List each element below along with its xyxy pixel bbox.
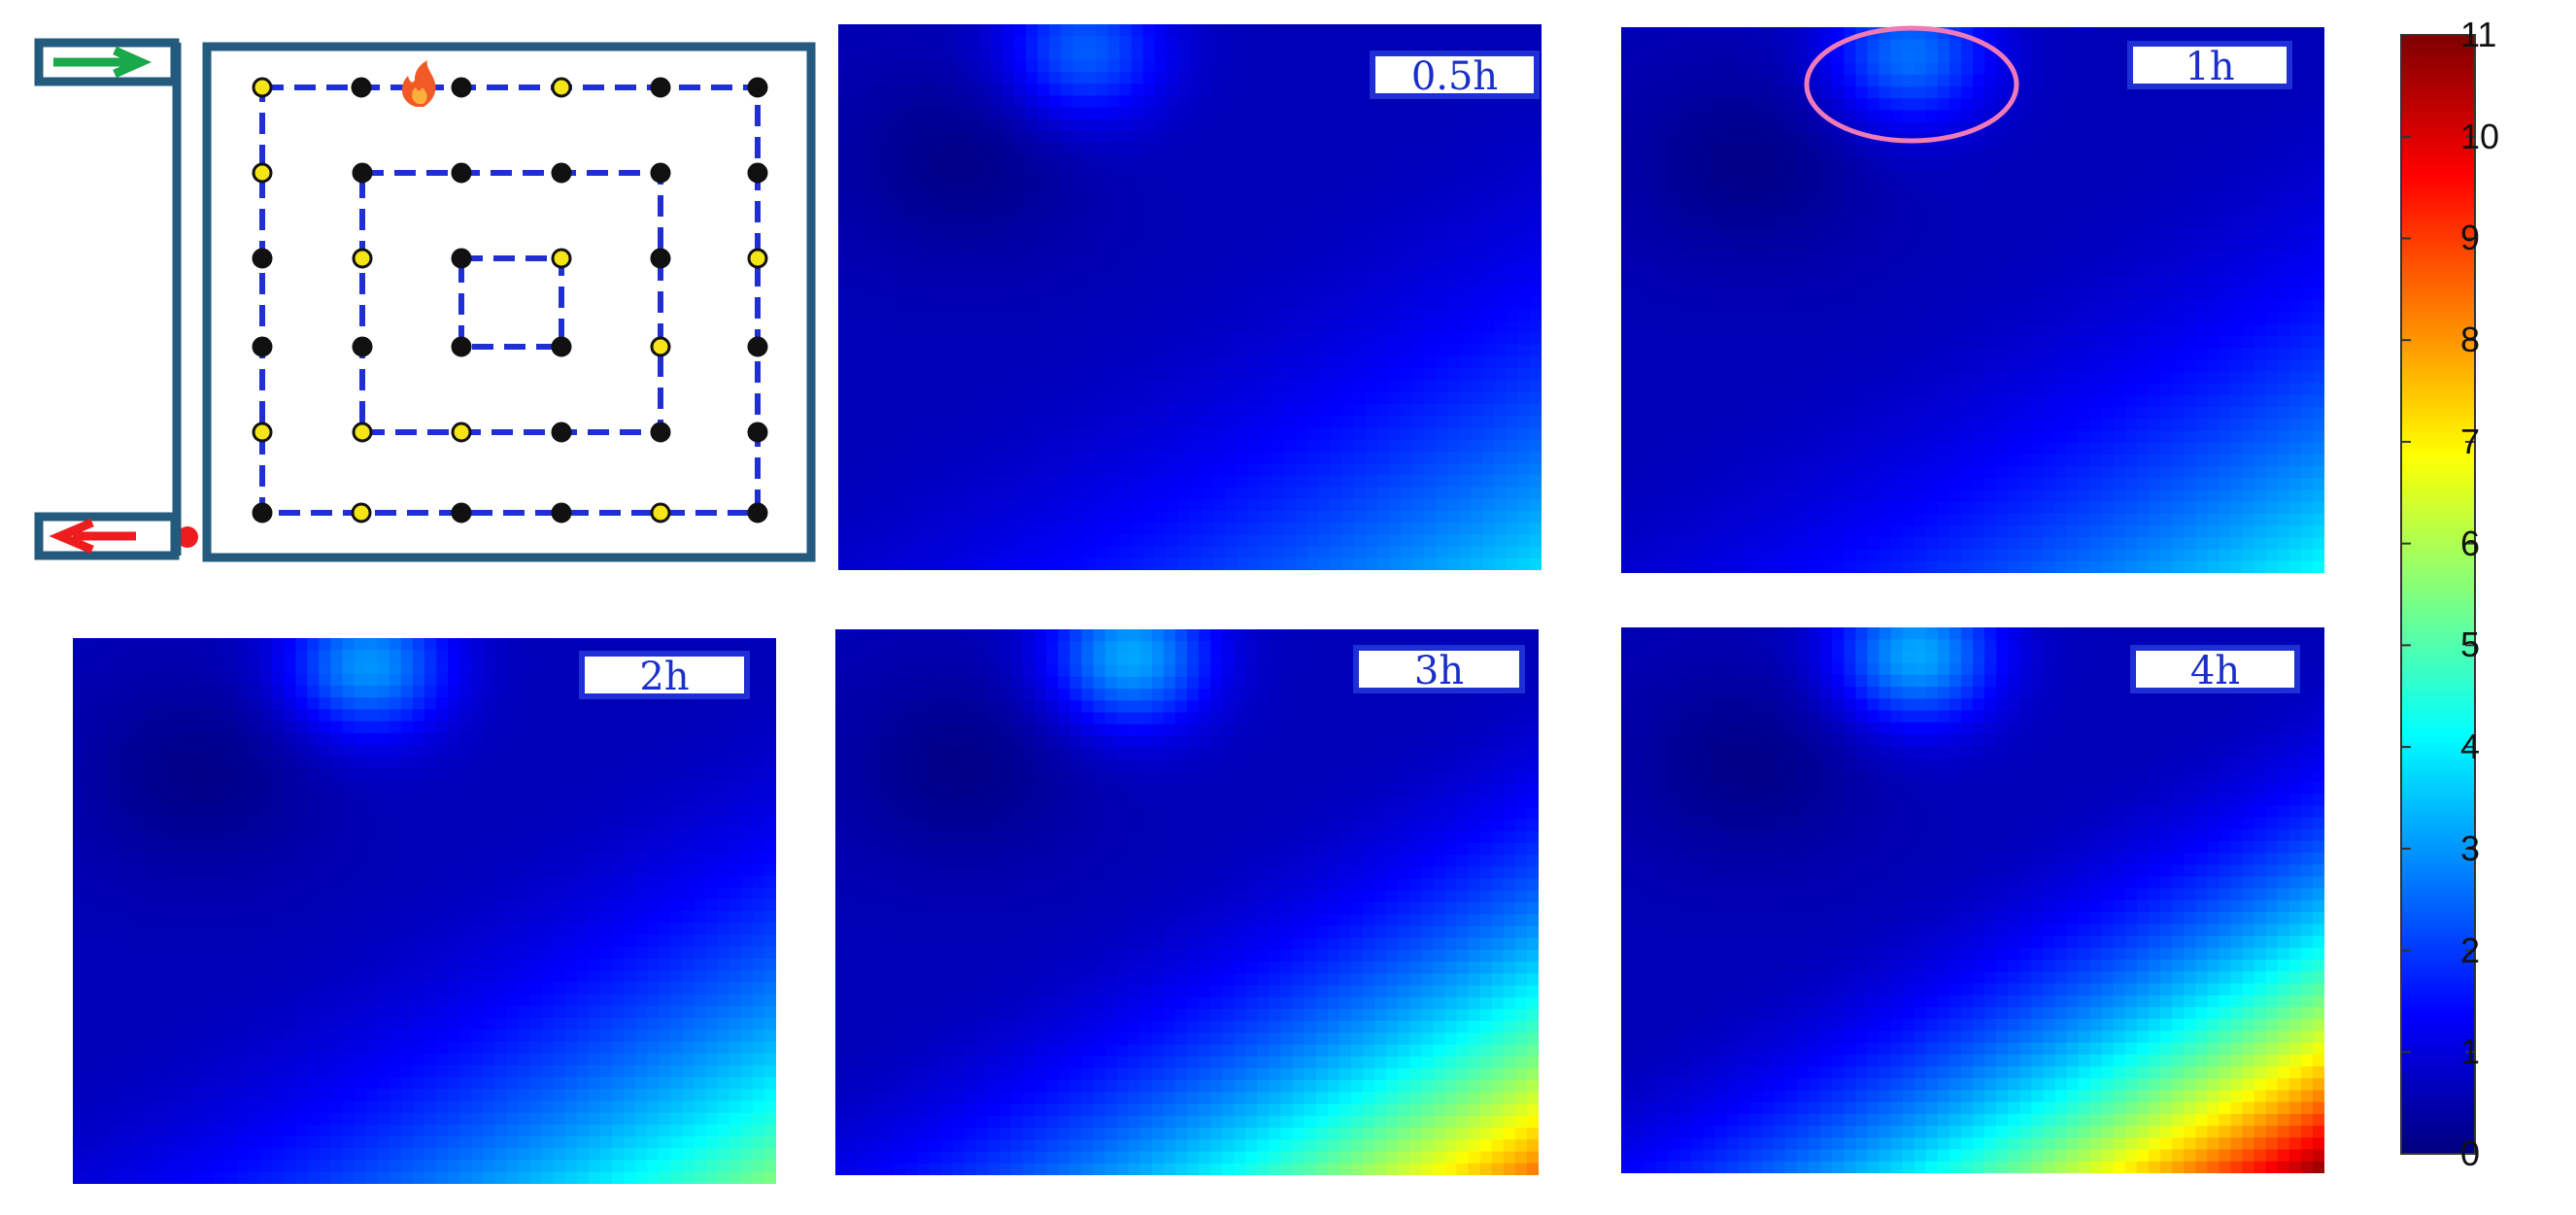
sensor-point — [451, 162, 472, 184]
sensor-loop-middle — [359, 170, 663, 435]
sensor-point — [650, 336, 671, 357]
heatmap-panel-0.5h — [838, 24, 1542, 570]
sensor-point — [551, 502, 572, 523]
sensor-point — [551, 248, 572, 269]
sensor-points — [252, 77, 768, 523]
highlight-ellipse — [1804, 25, 2019, 144]
fire-icon — [401, 60, 436, 107]
sensor-point — [352, 162, 373, 184]
sensor-point — [451, 77, 472, 98]
colorbar-tick-label: 8 — [2460, 320, 2481, 360]
sensor-point — [747, 162, 768, 184]
colorbar-tick-label: 1 — [2460, 1031, 2481, 1072]
time-label-4h: 4h — [2130, 645, 2300, 693]
sensor-point — [252, 422, 273, 443]
sensor-point — [747, 248, 768, 269]
sensor-point — [451, 248, 472, 269]
sensor-point — [352, 422, 373, 443]
sensor-point — [252, 162, 273, 184]
time-label-0.5h: 0.5h — [1370, 51, 1540, 99]
outlet-marker-icon — [177, 526, 198, 548]
sensor-point — [351, 502, 372, 523]
sensor-point — [551, 162, 572, 184]
colorbar-tick-label: 9 — [2460, 218, 2481, 258]
time-label-3h: 3h — [1353, 645, 1525, 693]
inlet-arrow-icon — [53, 46, 153, 79]
sensor-point — [451, 422, 472, 443]
colorbar-tick-label: 6 — [2460, 523, 2481, 563]
sensor-point — [551, 336, 572, 357]
sensor-point — [551, 77, 572, 98]
colorbar-tick-label: 0 — [2460, 1133, 2481, 1173]
colorbar-tick-label: 10 — [2460, 116, 2500, 156]
sensor-point — [352, 336, 373, 357]
sensor-point — [252, 77, 273, 98]
sensor-loop-inner — [458, 255, 564, 350]
sensor-point — [351, 77, 372, 98]
sensor-point — [451, 336, 472, 357]
outlet-arrow-icon — [49, 518, 136, 555]
sensor-point — [747, 422, 768, 443]
sensor-point — [352, 248, 373, 269]
heatmap-panel-2h — [73, 638, 776, 1184]
sensor-point — [252, 502, 273, 523]
sensor-point — [650, 248, 671, 269]
colorbar-tick-label: 5 — [2460, 624, 2481, 665]
sensor-point — [747, 336, 768, 357]
colorbar-tick-label: 11 — [2460, 15, 2497, 54]
chamber-outline — [202, 42, 816, 562]
colorbar-tick-label: 7 — [2460, 421, 2481, 461]
colorbar-tick-label: 2 — [2460, 929, 2481, 970]
chamber-schematic — [34, 38, 816, 562]
sensor-point — [650, 77, 671, 98]
sensor-point — [252, 336, 273, 357]
heatmap-panel-3h — [835, 629, 1539, 1175]
time-label-1h: 1h — [2127, 41, 2292, 89]
sensor-point — [650, 422, 671, 443]
sensor-point — [747, 77, 768, 98]
time-label-2h: 2h — [579, 651, 750, 699]
sensor-point — [451, 502, 472, 523]
colorbar — [2400, 34, 2476, 1155]
sensor-point — [650, 162, 671, 184]
sensor-point — [551, 422, 572, 443]
colorbar-tick-label: 4 — [2460, 726, 2481, 767]
sensor-point — [747, 502, 768, 523]
heatmap-panel-1h — [1621, 27, 2324, 573]
heatmap-panel-4h — [1621, 627, 2324, 1173]
sensor-point — [252, 248, 273, 269]
colorbar-tick-label: 3 — [2460, 827, 2481, 868]
sensor-point — [650, 502, 671, 523]
sensor-loop-outer — [259, 84, 761, 516]
